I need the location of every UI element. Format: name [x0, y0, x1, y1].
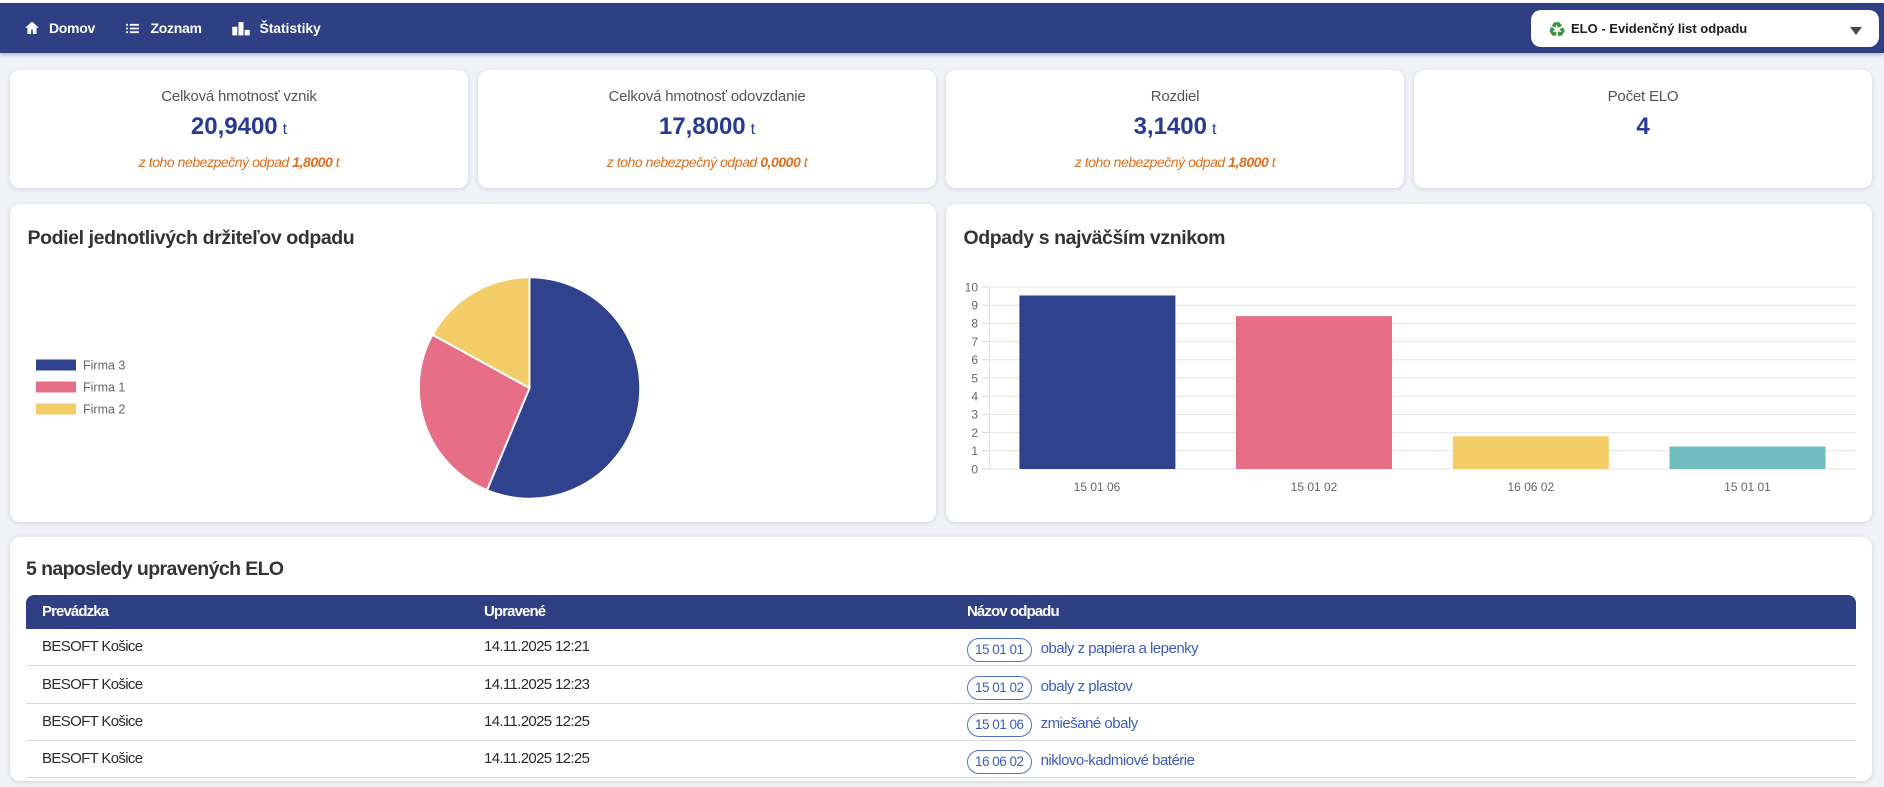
svg-text:3: 3	[971, 408, 978, 422]
svg-text:4: 4	[971, 390, 978, 404]
svg-text:7: 7	[971, 335, 978, 349]
svg-text:6: 6	[971, 353, 978, 367]
svg-text:15 01 02: 15 01 02	[1291, 480, 1338, 494]
svg-text:5: 5	[971, 371, 978, 385]
svg-text:Firma 2: Firma 2	[83, 403, 125, 417]
svg-text:9: 9	[971, 299, 978, 313]
svg-text:Firma 3: Firma 3	[83, 359, 125, 373]
svg-text:10: 10	[965, 280, 979, 294]
svg-text:2: 2	[971, 426, 978, 440]
svg-text:8: 8	[971, 317, 978, 331]
svg-text:0: 0	[971, 462, 978, 476]
svg-text:Firma 1: Firma 1	[83, 381, 125, 395]
svg-text:15 01 01: 15 01 01	[1724, 480, 1771, 494]
svg-text:15 01 06: 15 01 06	[1074, 480, 1121, 494]
svg-text:16 06 02: 16 06 02	[1507, 480, 1554, 494]
svg-text:1: 1	[971, 444, 978, 458]
